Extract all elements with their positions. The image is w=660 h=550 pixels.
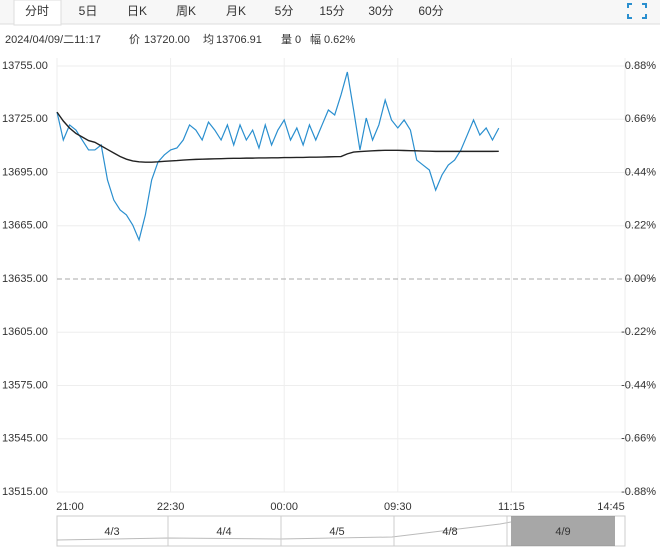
info-avg: 13706.91 [216,34,262,46]
x-tick-label: 11:15 [498,501,525,513]
expand-icon[interactable] [627,3,647,19]
tab[interactable]: 60分 [418,4,443,18]
navigator-window[interactable] [511,516,615,546]
tab[interactable]: 月K [226,4,246,18]
tabs: 分时 5日 日K 周K 月K 5分 15分 30分 60分 [13,0,444,26]
y-tick-label: 13635.00 [2,273,48,285]
tab[interactable]: 日K [127,4,147,18]
x-tick-label: 21:00 [56,501,84,513]
info-line: 2024/04/09/二11:17 价 13720.00 均 13706.91 量 0 幅 0.… [5,33,355,46]
navigator-label: 4/3 [104,526,119,538]
navigator-label: 4/9 [555,526,570,538]
navigator-label: 4/8 [442,526,457,538]
tab[interactable]: 分时 [25,4,49,18]
expand-icon-path [627,3,647,19]
series-line [56,111,499,163]
tab[interactable]: 5日 [79,4,98,18]
info-datetime: 2024/04/09/二11:17 [5,34,101,46]
navigator-frame [56,515,626,547]
y-tick-label: 13725.00 [2,113,48,125]
y2-tick-label: 0.22% [625,220,656,232]
y2-tick-label: 0.88% [625,60,656,72]
tab-bar [0,0,660,24]
y2-tick-label: 0.00% [625,273,656,285]
y-tick-label: 13665.00 [2,220,48,232]
x-tick-label: 09:30 [384,501,412,513]
y-tick-label: 13695.00 [2,166,48,178]
active-tab [13,0,62,26]
info-vol: 0 [295,34,301,46]
y-tick-label: 13605.00 [2,326,48,338]
x-tick-label: 00:00 [270,501,298,513]
y-tick-label: 13575.00 [2,379,48,391]
y2-tick-label: 0.66% [625,113,656,125]
info-amp: 0.62% [324,34,355,46]
navigator: 4/3 4/4 4/5 4/8 4/9 [104,516,571,546]
x-tick-label: 22:30 [157,501,185,513]
y2-tick-label: -0.22% [621,326,656,338]
tab[interactable]: 周K [176,4,196,18]
y-tick-label: 13755.00 [2,60,48,72]
series-line [56,71,500,242]
tab[interactable]: 15分 [319,4,344,18]
y-tick-label: 13545.00 [2,433,48,445]
y2-tick-label: -0.66% [621,433,656,445]
y2-tick-label: -0.44% [621,379,656,391]
y2-tick-label: -0.88% [621,486,656,498]
info-amp-label: 幅 [310,33,321,46]
x-tick-label: 14:45 [597,501,625,513]
plot-area: 21:00 22:30 00:00 09:30 11:15 14:45 13755.00 13… [2,58,656,513]
navigator-label: 4/4 [216,526,231,538]
y-tick-label: 13515.00 [2,486,48,498]
info-vol-label: 量 [281,33,292,46]
y2-tick-label: 0.44% [625,166,656,178]
tab[interactable]: 5分 [275,4,294,18]
info-avg-label: 均 [203,33,214,46]
navigator-label: 4/5 [329,526,344,538]
tab[interactable]: 30分 [368,4,393,18]
info-price: 13720.00 [144,34,190,46]
info-price-label: 价 [129,33,140,46]
